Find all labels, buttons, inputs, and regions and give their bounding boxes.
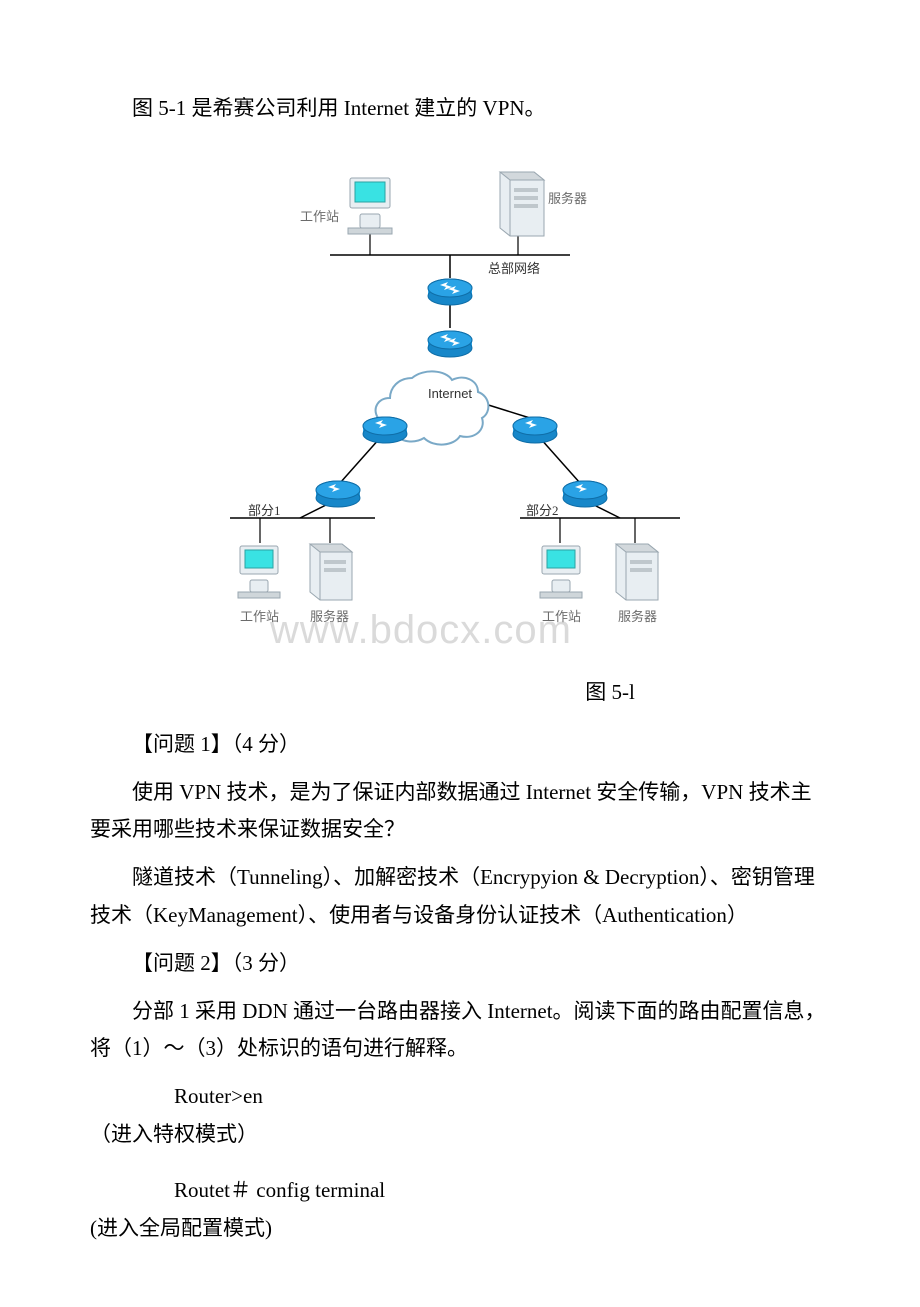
q2-heading: 【问题 2】（3 分） [90,945,830,983]
watermark: www.bdocx.com [270,608,572,653]
network-diagram: Internet [230,148,690,668]
figure-caption: 图 5-l [390,676,830,706]
intro-text: 图 5-1 是希赛公司利用 Internet 建立的 VPN。 [90,90,830,128]
q2-code2: Routet＃ config terminal [90,1172,830,1210]
server-branch1 [310,544,352,600]
q2-exp2: (进入全局配置模式) [90,1210,830,1248]
server-branch2 [616,544,658,600]
label-branch2: 部分2 [526,500,559,519]
server-hq [500,172,544,236]
q1-heading: 【问题 1】（4 分） [90,726,830,764]
label-ws-hq: 工作站 [300,206,339,225]
workstation-hq [348,178,392,234]
label-srv-hq: 服务器 [548,188,587,207]
q1-prompt: 使用 VPN 技术，是为了保证内部数据通过 Internet 安全传输，VPN … [90,774,830,850]
q2-prompt: 分部 1 采用 DDN 通过一台路由器接入 Internet。阅读下面的路由配置… [90,993,830,1069]
workstation-branch2 [540,546,582,598]
diagram-container: Internet [90,148,830,668]
workstation-branch1 [238,546,280,598]
hosts [230,148,690,668]
q2-exp1: （进入特权模式） [90,1116,830,1154]
label-branch1: 部分1 [248,500,281,519]
q2-code1: Router>en [90,1078,830,1116]
q1-answer: 隧道技术（Tunneling）、加解密技术（Encrypyion & Decry… [90,859,830,935]
label-srv-b2: 服务器 [618,606,657,625]
label-hq-net: 总部网络 [488,258,540,277]
